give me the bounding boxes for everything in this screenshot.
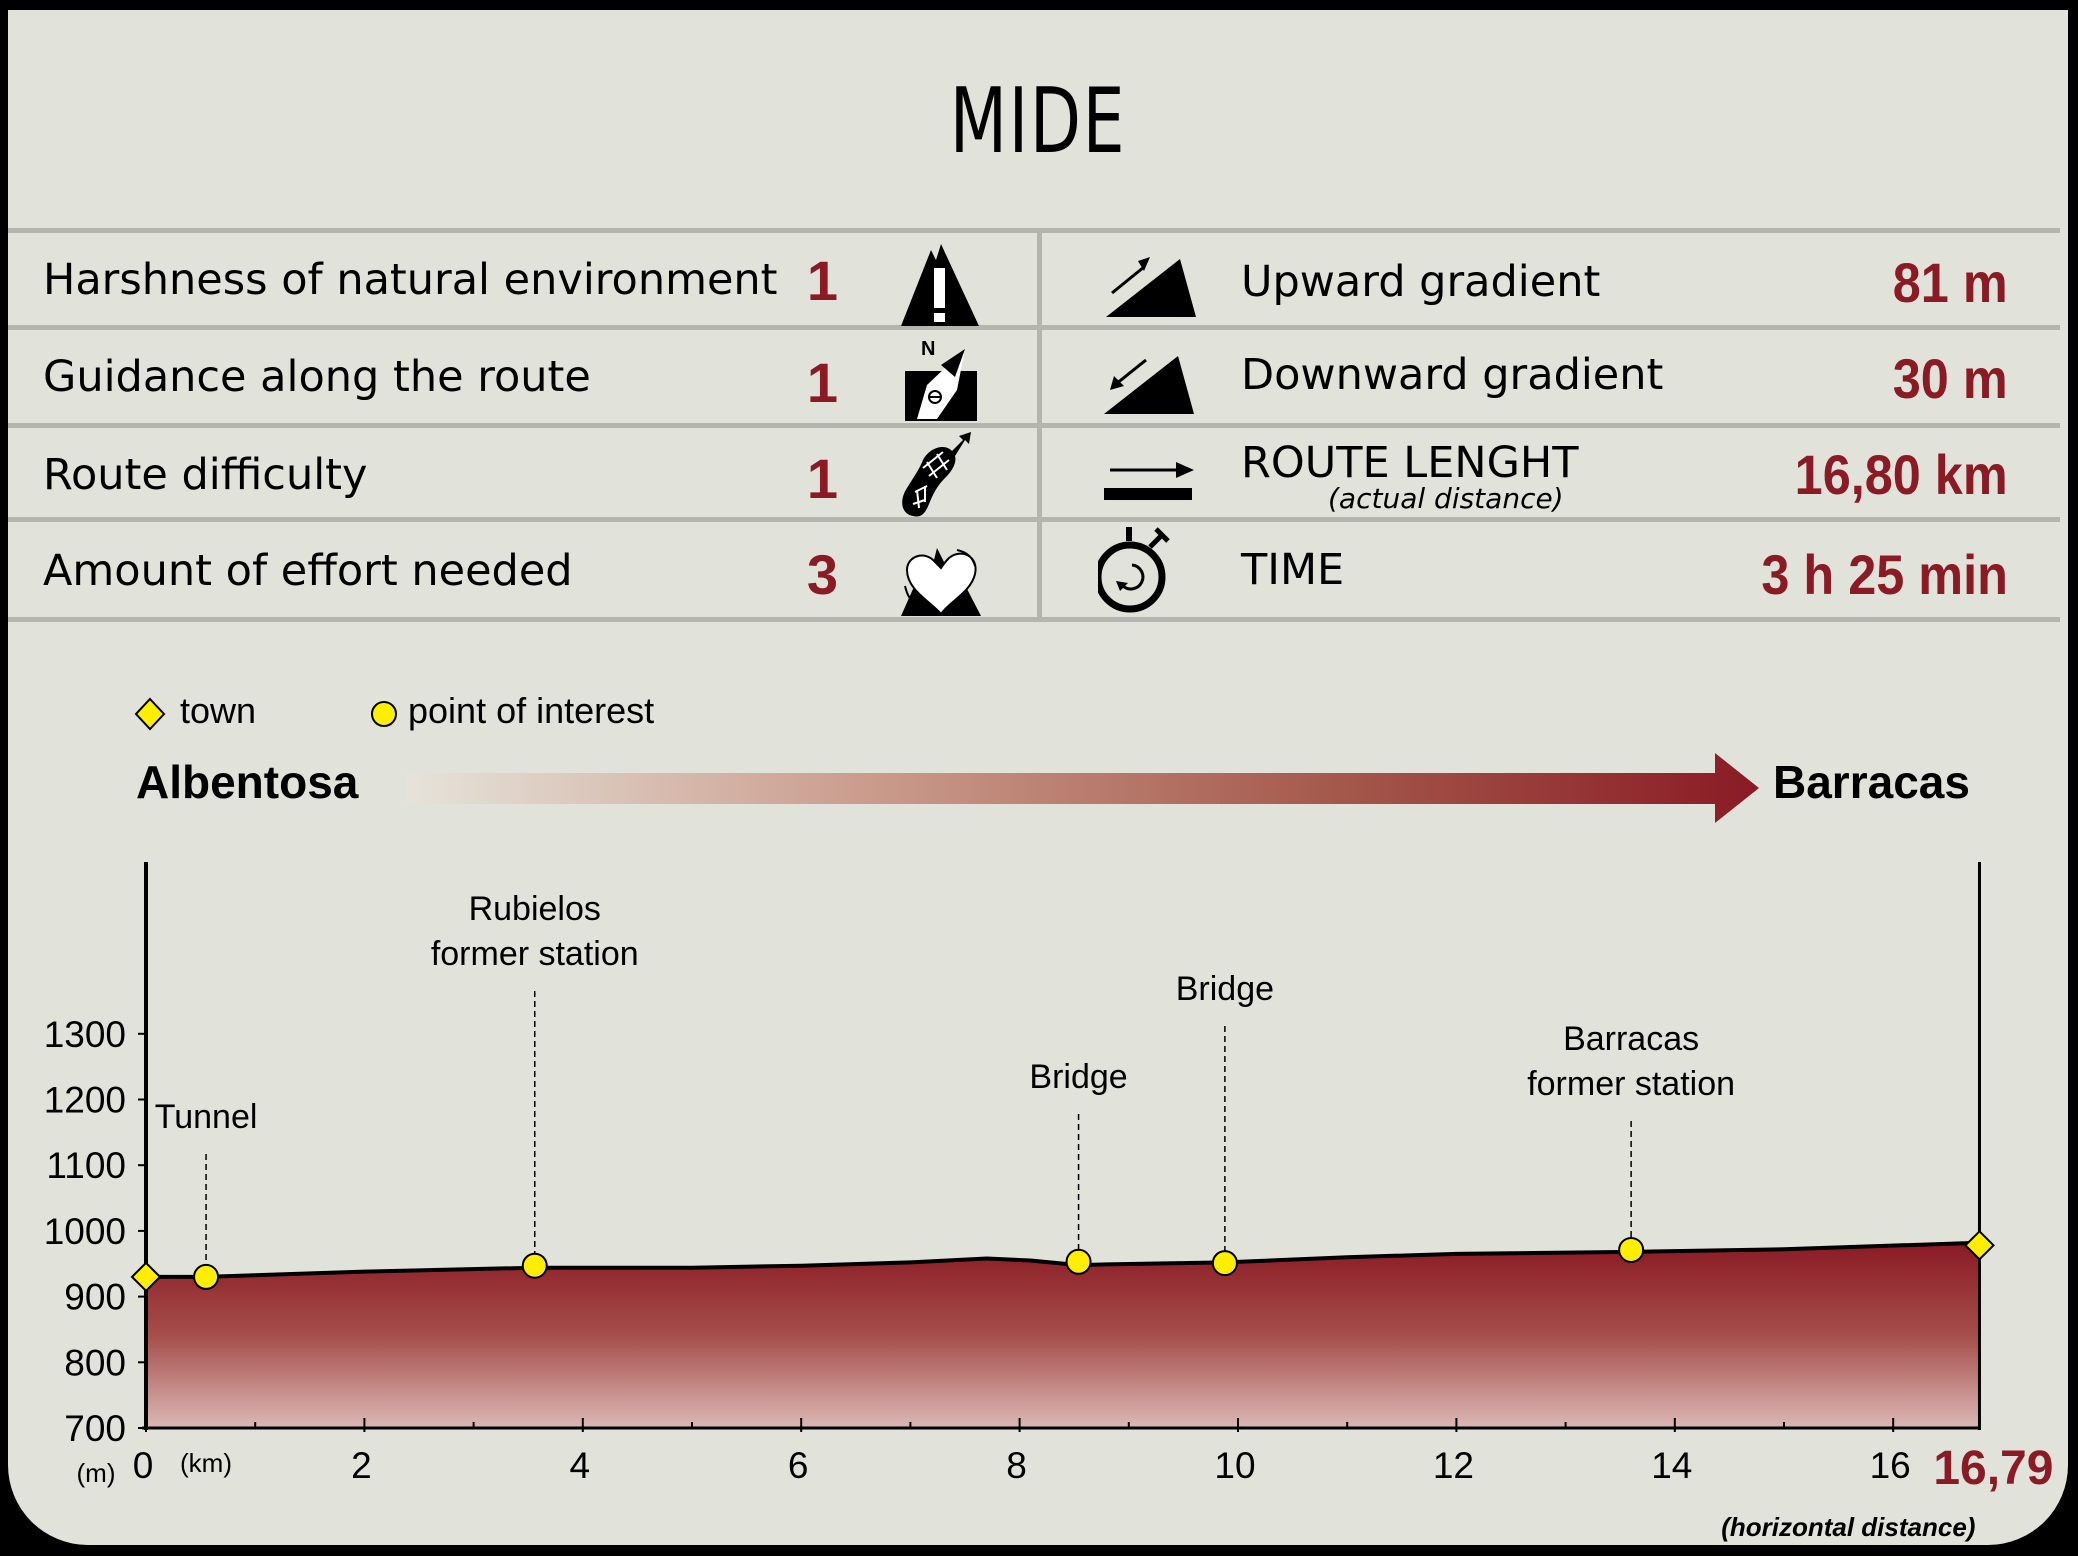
column-divider: [1037, 230, 1042, 620]
start-town-label: Albentosa: [136, 756, 359, 808]
x-axis-unit: (km): [180, 1448, 232, 1478]
stat-label-upward: Upward gradient: [1241, 257, 1601, 307]
x-tick-label: 16: [1870, 1445, 1911, 1486]
stat-value-downward: 30 m: [1893, 347, 2008, 410]
x-tick-label: 0: [133, 1445, 154, 1486]
end-town-label: Barracas: [1773, 756, 1970, 808]
divider: [8, 325, 2060, 330]
stat-value-length: 16,80 km: [1795, 443, 2008, 506]
stat-label-length: ROUTE LENGHT: [1241, 438, 1579, 488]
legend-poi-label: point of interest: [408, 690, 655, 731]
mide-label-difficulty: Route difficulty: [43, 450, 368, 500]
elevation-line: [146, 1240, 1980, 1279]
route-length-icon: [1100, 440, 1200, 530]
x-tick-label: 4: [570, 1445, 591, 1486]
svg-text:N: N: [921, 338, 935, 360]
mountain-warning-icon: [891, 238, 991, 328]
y-tick-label: 1000: [44, 1211, 126, 1252]
poi-label: Barracas: [1563, 1020, 1699, 1058]
y-tick-label: 1200: [44, 1080, 126, 1121]
town-marker-icon: [130, 1261, 162, 1293]
stopwatch-icon: [1094, 525, 1198, 615]
heart-mountain-icon: [891, 528, 991, 618]
y-tick-label: 1300: [44, 1014, 126, 1055]
poi-label: Bridge: [1029, 1058, 1127, 1096]
poi-marker-icon: [1065, 1248, 1092, 1275]
y-tick-label: 1100: [46, 1145, 126, 1186]
x-tick-label: 14: [1651, 1445, 1692, 1486]
poi-label: Bridge: [1176, 970, 1274, 1008]
mide-panel: MIDE Harshness of natural environment 1 …: [8, 10, 2068, 1545]
mide-score-effort: 3: [806, 543, 838, 606]
stat-value-time: 3 h 25 min: [1761, 543, 2008, 606]
stat-value-upward: 81 m: [1893, 251, 2008, 314]
y-tick-label: 900: [64, 1277, 126, 1318]
x-tick-label: 10: [1214, 1445, 1255, 1486]
x-axis-note: (horizontal distance): [1721, 1512, 1975, 1542]
poi-circle-icon: [371, 701, 397, 727]
x-end-label: 16,79: [1933, 1442, 2053, 1495]
page-title: MIDE: [949, 69, 1127, 174]
mide-label-harshness: Harshness of natural environment: [43, 255, 778, 305]
town-diamond-icon: [134, 697, 166, 731]
downward-gradient-icon: [1098, 342, 1198, 432]
poi-label: former station: [1527, 1065, 1735, 1103]
mide-label-effort: Amount of effort needed: [43, 546, 573, 596]
x-tick-label: 8: [1006, 1445, 1027, 1486]
y-tick-label: 800: [64, 1342, 126, 1383]
stat-label-time: TIME: [1241, 545, 1345, 595]
poi-marker-icon: [1211, 1250, 1238, 1277]
poi-label: Tunnel: [155, 1098, 258, 1136]
x-tick-label: 6: [788, 1445, 809, 1486]
stat-label-downward: Downward gradient: [1241, 350, 1664, 400]
mide-score-guidance: 1: [806, 351, 838, 414]
stat-sublabel-length: (actual distance): [1328, 482, 1564, 515]
town-marker-icon: [1964, 1229, 1995, 1261]
mide-score-difficulty: 1: [806, 447, 838, 510]
upward-gradient-icon: [1100, 245, 1200, 335]
direction-arrow: [407, 753, 1759, 823]
mide-score-harshness: 1: [806, 249, 838, 312]
divider: [8, 517, 2060, 522]
divider: [8, 228, 2060, 233]
x-tick-label: 2: [351, 1445, 372, 1486]
boot-sole-icon: [893, 430, 993, 520]
divider: [8, 423, 2060, 428]
mide-label-guidance: Guidance along the route: [43, 352, 591, 402]
poi-marker-icon: [1618, 1236, 1645, 1263]
poi-label: former station: [431, 935, 639, 973]
poi-marker-icon: [521, 1252, 548, 1279]
poi-label: Rubielos: [469, 890, 601, 928]
divider: [8, 617, 2060, 622]
elevation-area: [146, 1242, 1980, 1428]
compass-map-icon: N: [893, 335, 993, 425]
y-tick-label: 700: [64, 1408, 126, 1449]
legend-town-label: town: [180, 690, 257, 731]
x-tick-label: 12: [1433, 1445, 1474, 1486]
poi-marker-icon: [193, 1263, 220, 1290]
y-axis-unit: (m): [77, 1458, 116, 1488]
